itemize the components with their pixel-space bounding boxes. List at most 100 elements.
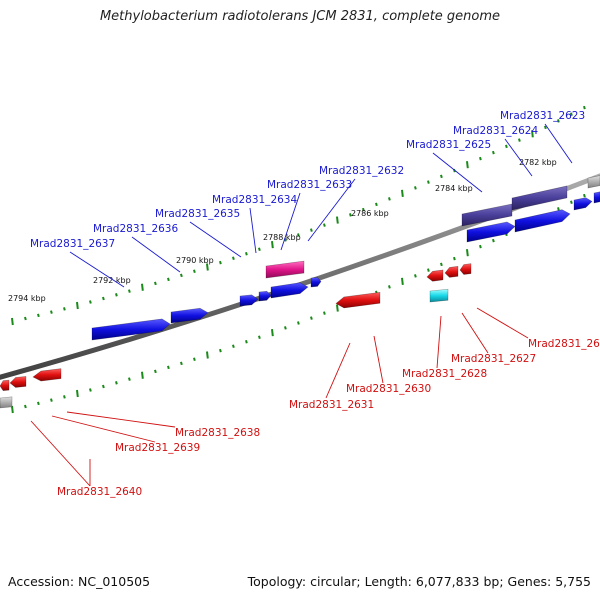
scale-tick: [63, 395, 66, 399]
leader-line: [476, 307, 529, 339]
scale-tick: [154, 369, 157, 374]
kbp-label: 2792 kbp: [93, 276, 131, 285]
gene-arrow-highlight: [511, 185, 568, 211]
scale-tick: [115, 293, 118, 297]
leader-line: [461, 312, 489, 354]
kbp-label: 2788 kbp: [263, 233, 301, 242]
leader-line: [131, 236, 181, 273]
leader-line: [280, 192, 301, 251]
scale-tick: [271, 240, 274, 249]
gene-arrow-forward: [573, 197, 593, 211]
scale-tick: [466, 249, 469, 257]
accession-text: Accession: NC_010505: [8, 574, 151, 589]
gene-label-reverse: Mrad2831_2639: [115, 442, 200, 454]
scale-tick: [24, 404, 27, 409]
scale-tick: [232, 344, 235, 349]
scale-tick: [11, 405, 14, 414]
gene-arrow-reverse: [32, 368, 62, 382]
scale-tick: [401, 277, 404, 286]
gene-arrow-forward: [466, 221, 516, 243]
gene-label-forward: Mrad2831_2636: [93, 223, 178, 235]
gene-arrow-reverse: [459, 263, 472, 275]
scale-tick: [76, 301, 79, 310]
genome-title: Methylobacterium radiotolerans JCM 2831,…: [99, 9, 501, 24]
gene-label-reverse: Mrad2831_2630: [346, 383, 431, 395]
gene-label-forward: Mrad2831_2637: [30, 238, 115, 250]
leader-line: [325, 342, 351, 399]
scale-tick: [24, 316, 27, 321]
topology-text: Topology: circular; Length: 6,077,833 bp…: [247, 574, 591, 589]
scale-tick: [479, 244, 482, 249]
label-leaders: [30, 123, 573, 487]
scale-tick: [193, 357, 196, 361]
scale-tick: [336, 216, 339, 224]
scale-tick: [479, 156, 482, 161]
scale-tick: [310, 316, 313, 320]
gene-features: [0, 175, 600, 409]
scale-tick: [570, 200, 573, 205]
leader-line: [432, 152, 483, 193]
gene-arrow-reverse: [0, 379, 10, 392]
gene-arrow-other: [0, 396, 13, 409]
scale-tick: [310, 228, 313, 232]
gene-arrow-highlight: [461, 203, 513, 227]
scale-tick: [518, 138, 521, 142]
leader-line: [189, 221, 242, 258]
scale-tick: [349, 213, 352, 217]
scale-tick: [141, 283, 144, 291]
scale-tick: [89, 300, 92, 304]
scale-tick: [323, 223, 326, 227]
scale-tick: [50, 398, 53, 402]
leader-line: [436, 315, 442, 369]
scale-tick: [50, 310, 53, 314]
scale-tick: [284, 326, 287, 330]
scale-tick: [245, 340, 248, 344]
scale-tick: [180, 361, 183, 366]
scale-tick: [258, 247, 261, 251]
scale-tick: [583, 193, 586, 198]
scale-tick: [232, 256, 235, 261]
leader-line: [544, 123, 573, 164]
scale-tick: [570, 112, 573, 117]
scale-tick: [531, 130, 534, 138]
scale-tick: [180, 273, 183, 278]
scale-tick: [206, 263, 209, 271]
gene-arrow-reverse: [335, 291, 381, 309]
gene-label-reverse: Mrad2831_2626: [528, 338, 600, 350]
scale-tick: [401, 189, 404, 198]
gene-arrow-highlight: [265, 260, 305, 279]
gene-label-reverse: Mrad2831_2628: [402, 368, 487, 380]
gene-label-forward: Mrad2831_2634: [212, 194, 297, 206]
scale-tick: [258, 335, 261, 339]
leader-line: [51, 415, 156, 443]
gene-label-forward: Mrad2831_2633: [267, 179, 352, 191]
gene-labels: Mrad2831_2623 Mrad2831_2624 Mrad2831_2625 M…: [30, 110, 600, 498]
leader-line: [66, 411, 176, 428]
kbp-label: 2794 kbp: [8, 294, 46, 303]
gene-label-reverse: Mrad2831_2631: [289, 399, 374, 411]
leader-line: [373, 335, 384, 384]
leader-line: [307, 178, 356, 242]
scale-tick: [219, 348, 222, 353]
gene-arrow-forward: [258, 290, 272, 302]
scale-tick: [323, 311, 326, 315]
scale-tick: [128, 377, 131, 381]
genome-backbone: [0, 173, 600, 380]
scale-tick: [297, 321, 300, 325]
scale-tick: [557, 119, 560, 123]
kbp-label: 2782 kbp: [519, 158, 557, 167]
scale-ticks: 2782 kbp 2784 kbp 2786 kbp 2788 kbp 2790 kbp…: [8, 105, 586, 414]
scale-tick: [89, 388, 92, 392]
gene-label-forward: Mrad2831_2624: [453, 125, 538, 137]
scale-tick: [388, 197, 391, 201]
scale-tick: [76, 389, 79, 398]
scale-tick: [440, 174, 443, 179]
gene-arrow-forward: [239, 294, 259, 307]
scale-tick: [154, 281, 157, 286]
scale-tick: [141, 371, 144, 379]
scale-tick: [492, 238, 495, 243]
kbp-label: 2784 kbp: [435, 184, 473, 193]
gene-arrow-forward: [593, 191, 600, 204]
scale-tick: [505, 144, 508, 149]
